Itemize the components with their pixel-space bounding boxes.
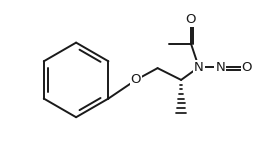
Text: N: N bbox=[194, 61, 204, 74]
Text: O: O bbox=[242, 61, 252, 74]
Text: O: O bbox=[131, 73, 141, 86]
Text: N: N bbox=[215, 61, 225, 74]
Text: O: O bbox=[186, 13, 196, 26]
